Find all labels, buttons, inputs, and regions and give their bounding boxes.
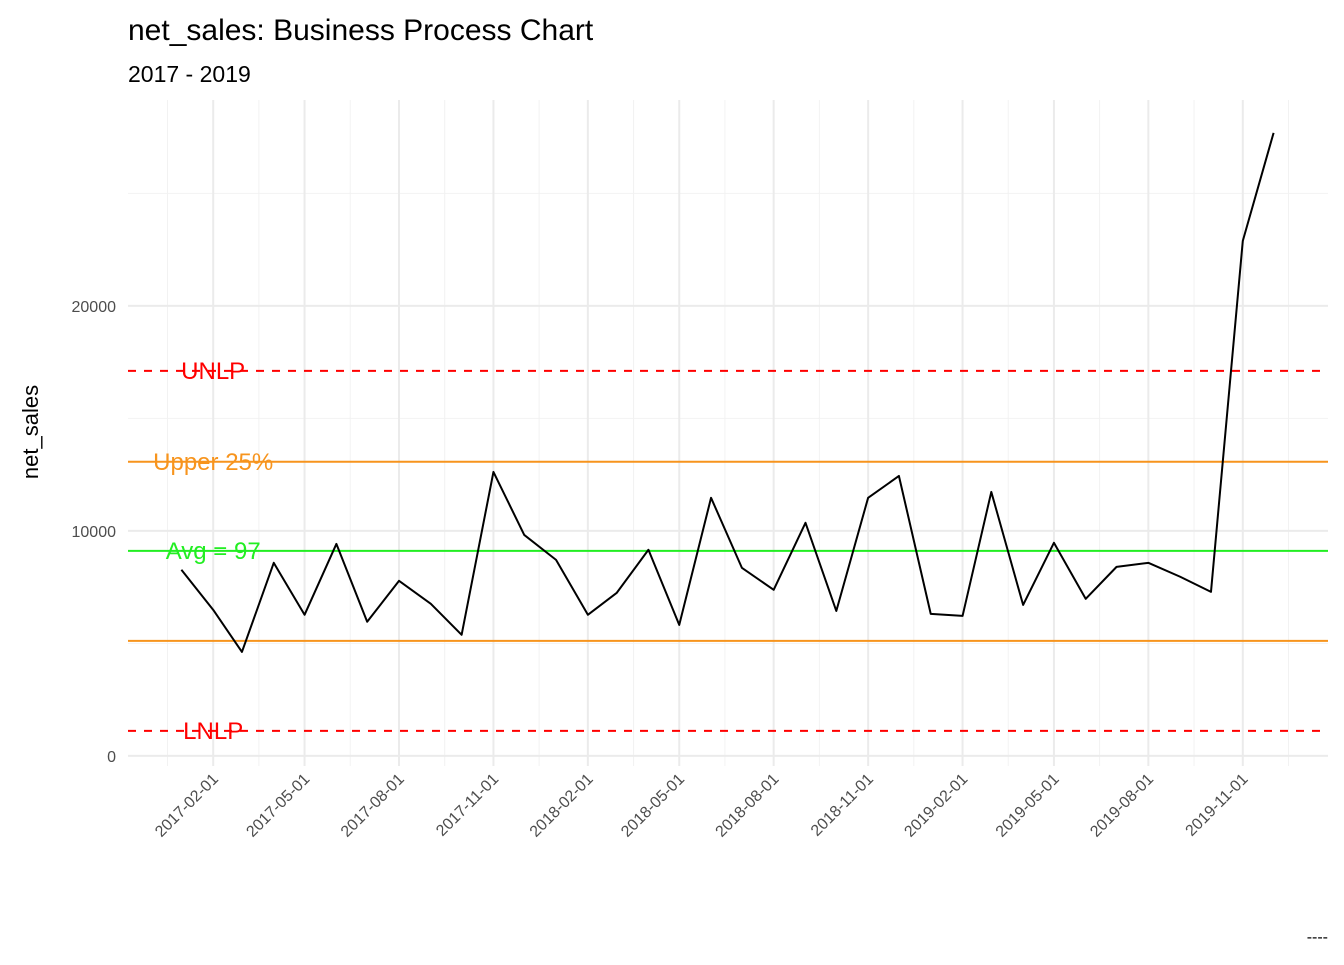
chart-title: net_sales: Business Process Chart [128, 14, 594, 47]
x-tick-label: 2017-08-01 [338, 771, 408, 841]
data-line [180, 132, 1275, 653]
caption: ---- [1307, 929, 1328, 946]
reference-label: Avg = 97 [166, 538, 261, 565]
y-axis-label: net_sales [18, 385, 43, 479]
x-tick-label: 2018-08-01 [713, 771, 783, 841]
reference-label: LNLP [183, 718, 243, 745]
x-tick-label: 2019-08-01 [1087, 771, 1157, 841]
x-tick-label: 2017-05-01 [243, 771, 313, 841]
chart-subtitle: 2017 - 2019 [128, 61, 251, 87]
y-tick-label: 10000 [72, 524, 117, 541]
x-tick-label: 2019-02-01 [901, 771, 971, 841]
x-tick-label: 2017-02-01 [152, 771, 222, 841]
y-tick-label: 0 [107, 749, 116, 766]
y-tick-label: 20000 [72, 299, 117, 316]
reference-label: Upper 25% [153, 449, 273, 476]
x-tick-label: 2019-11-01 [1183, 771, 1252, 840]
x-tick-label: 2017-11-01 [433, 771, 502, 840]
x-tick-label: 2018-02-01 [527, 771, 597, 841]
reference-label: UNLP [181, 358, 245, 385]
x-tick-label: 2018-05-01 [618, 771, 688, 841]
x-tick-label: 2018-11-01 [808, 771, 877, 840]
x-tick-label: 2019-05-01 [993, 771, 1063, 841]
